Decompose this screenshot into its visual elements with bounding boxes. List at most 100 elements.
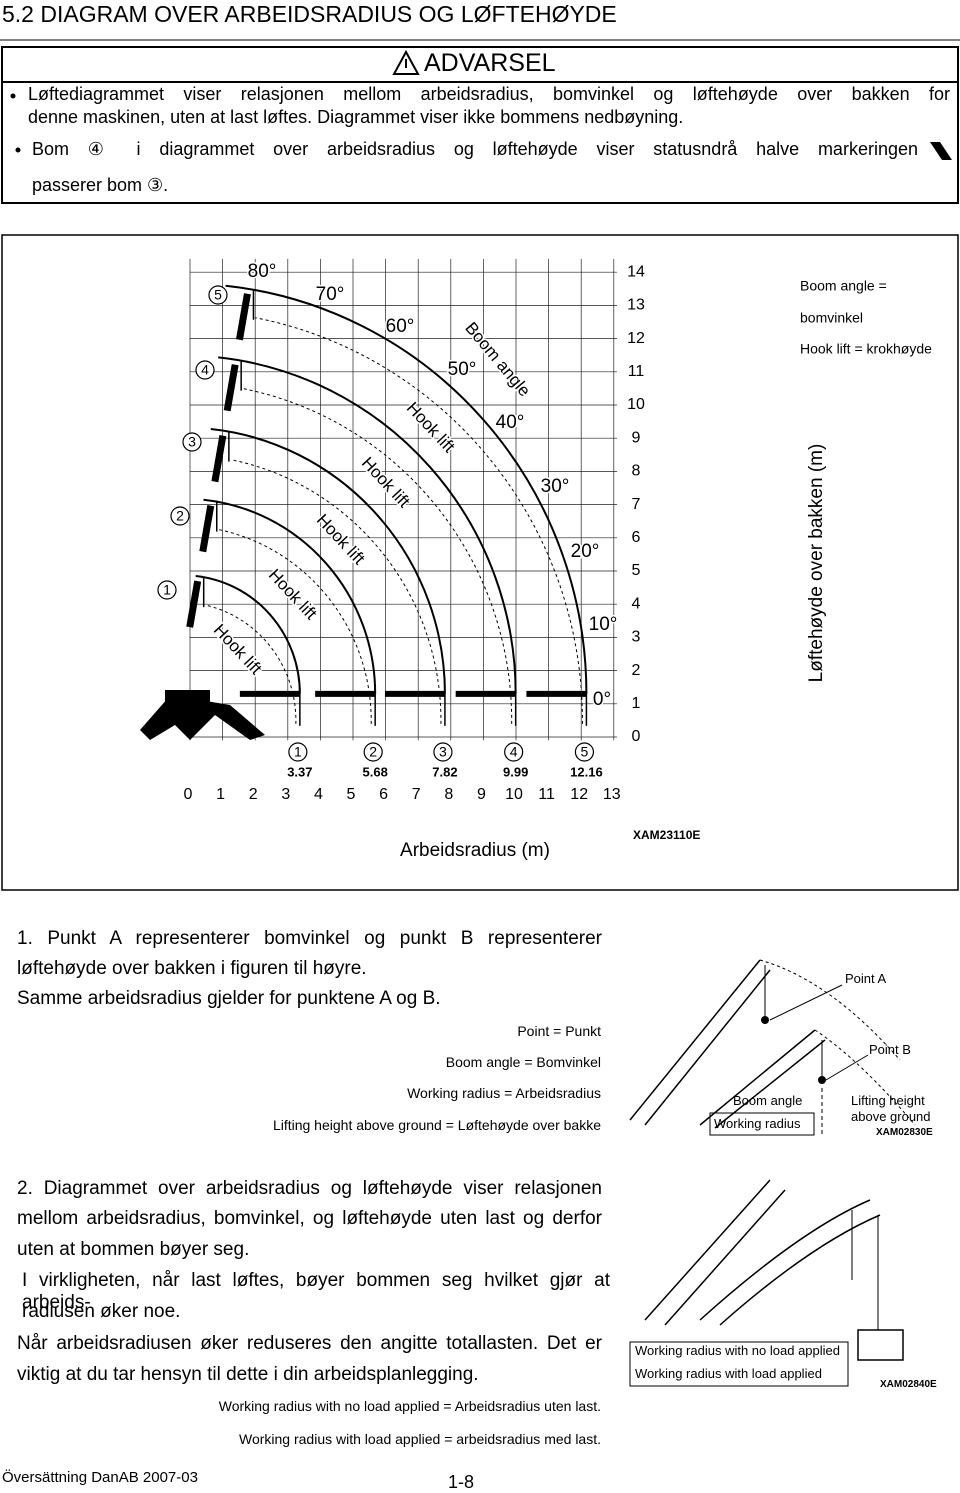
y-tick-label: 6: [632, 529, 641, 546]
boom-number: 3: [439, 744, 447, 760]
boom-number-circle: [288, 742, 308, 762]
y-tick-label: 12: [627, 330, 645, 347]
boom-number: 2: [176, 508, 184, 524]
x-tick-label: 2: [249, 786, 258, 803]
glossary: Point = Punkt: [517, 1023, 601, 1039]
hook-arc: [255, 317, 583, 724]
hook-lift-label: Hook lift: [210, 620, 266, 678]
boom-number-circle: [157, 580, 177, 600]
body-text: Når arbeidsradiusen øker reduseres den a…: [17, 1333, 602, 1354]
angle-label: 50°: [448, 359, 477, 380]
figure-label: Lifting height: [851, 1093, 925, 1108]
x-axis-title: Arbeidsradius (m): [400, 840, 550, 861]
angle-label: 20°: [571, 541, 600, 562]
x-tick-label: 12: [570, 786, 588, 803]
body-text: uten at bommen bøyer seg.: [17, 1239, 250, 1260]
y-tick-label: 4: [632, 595, 641, 612]
x-tick-label: 6: [379, 786, 388, 803]
boom-number: 3: [188, 434, 196, 450]
diagram-code: XAM23110E: [633, 828, 700, 842]
figure-label: Point B: [869, 1042, 911, 1057]
boom-number-circle: [574, 742, 595, 762]
angle-label: 70°: [316, 284, 345, 305]
warning-text: Bom ④ i diagrammet over arbeidsradius og…: [32, 139, 918, 159]
figure-label: Boom angle: [733, 1093, 803, 1108]
bullet: [15, 147, 21, 153]
y-tick-label: 2: [632, 662, 641, 679]
boom-number-circle: [170, 506, 190, 526]
body-text: løftehøyde over bakken i figuren til høy…: [17, 958, 367, 979]
boom-top: [199, 504, 215, 553]
label-box: [629, 1341, 849, 1387]
point-b-mark: [818, 1076, 826, 1084]
figure-label: Working radius with load applied: [635, 1366, 822, 1381]
note: Working radius with load applied = arbei…: [239, 1431, 601, 1447]
boom-arc: [195, 574, 301, 694]
y-tick-label: 3: [632, 629, 641, 646]
angle-label: 0°: [593, 689, 611, 710]
boom-arc: [210, 428, 446, 694]
label-box: [709, 1112, 815, 1136]
warning-text: passerer bom ③.: [32, 175, 169, 195]
boom-outline: [629, 959, 826, 1129]
body-text: 1. Punkt A representerer bomvinkel og pu…: [17, 928, 602, 949]
boom-number-circle: [182, 432, 202, 452]
x-tick-label: 7: [412, 786, 421, 803]
boom-top: [186, 580, 202, 628]
boom-arc: [203, 498, 377, 694]
boom-number-circle: [363, 742, 383, 762]
body-text: viktig at du tar hensyn til dette i din …: [17, 1364, 479, 1385]
x-tick-label: 5: [347, 786, 356, 803]
boom-number: 4: [510, 744, 518, 760]
warning-box: [1, 46, 959, 204]
angle-label: 60°: [386, 316, 415, 337]
hook-arc: [243, 388, 513, 724]
boom-number: 4: [201, 362, 209, 378]
y-axis-title: Løftehøyde over bakken (m): [806, 444, 827, 683]
crane-body: [165, 690, 210, 704]
load: [857, 1329, 904, 1361]
x-tick-label: 8: [444, 786, 453, 803]
radius-label: 7.82: [432, 764, 457, 779]
figure-points: [629, 959, 916, 1136]
hook-lift-label: Hook lift: [313, 510, 369, 568]
diagram: 0 1 2 3 4 5 6 7 8 9 10 11 12 130123456789101112131413…: [140, 258, 932, 861]
warning-text: Løftediagrammet viser relasjonen mellom …: [28, 84, 950, 104]
boom-arc: [225, 284, 588, 694]
arc-outline: [759, 959, 916, 1126]
boom-top: [223, 364, 239, 412]
note: Working radius with no load applied = Ar…: [218, 1398, 601, 1414]
y-tick-label: 10: [627, 396, 645, 413]
boom-number-circle: [504, 742, 524, 762]
angle-label: 10°: [589, 614, 618, 635]
angle-label: 30°: [541, 476, 570, 497]
x-tick-label: 1: [216, 786, 225, 803]
warning-title: ADVARSEL: [424, 49, 556, 77]
glossary: Working radius = Arbeidsradius: [407, 1085, 601, 1101]
y-tick-label: 8: [632, 463, 641, 480]
radius-label: 9.99: [503, 764, 528, 779]
page-title: 5.2 DIAGRAM OVER ARBEIDSRADIUS OG LØFTEH…: [2, 1, 617, 27]
hook-arc: [205, 604, 297, 724]
y-tick-label: 5: [632, 562, 641, 579]
glossary: Lifting height above ground = Løftehøyde…: [272, 1117, 601, 1133]
legend-text: bomvinkel: [800, 310, 863, 326]
hook-arc: [230, 459, 442, 724]
y-tick-label: 13: [627, 297, 645, 314]
x-tick-label: 0: [184, 786, 193, 803]
body-text: mellom arbeidsradius, bomvinkel, og løft…: [17, 1208, 602, 1229]
glossary: Boom angle = Bomvinkel: [445, 1054, 601, 1070]
hook-lift-label: Hook lift: [265, 565, 321, 623]
radius-label: 12.16: [570, 764, 603, 779]
marking-icon: [930, 142, 952, 160]
x-tick-label: 3: [281, 786, 290, 803]
radius-label: 3.37: [287, 764, 312, 779]
page-number: 1-8: [448, 1472, 475, 1492]
y-tick-label: 1: [632, 695, 641, 712]
boom-top: [236, 293, 251, 341]
y-tick-label: 7: [632, 496, 641, 513]
boom-number-circle: [208, 285, 228, 305]
footer-text: Översättning DanAB 2007-03: [2, 1469, 198, 1486]
boom-top: [211, 435, 227, 483]
